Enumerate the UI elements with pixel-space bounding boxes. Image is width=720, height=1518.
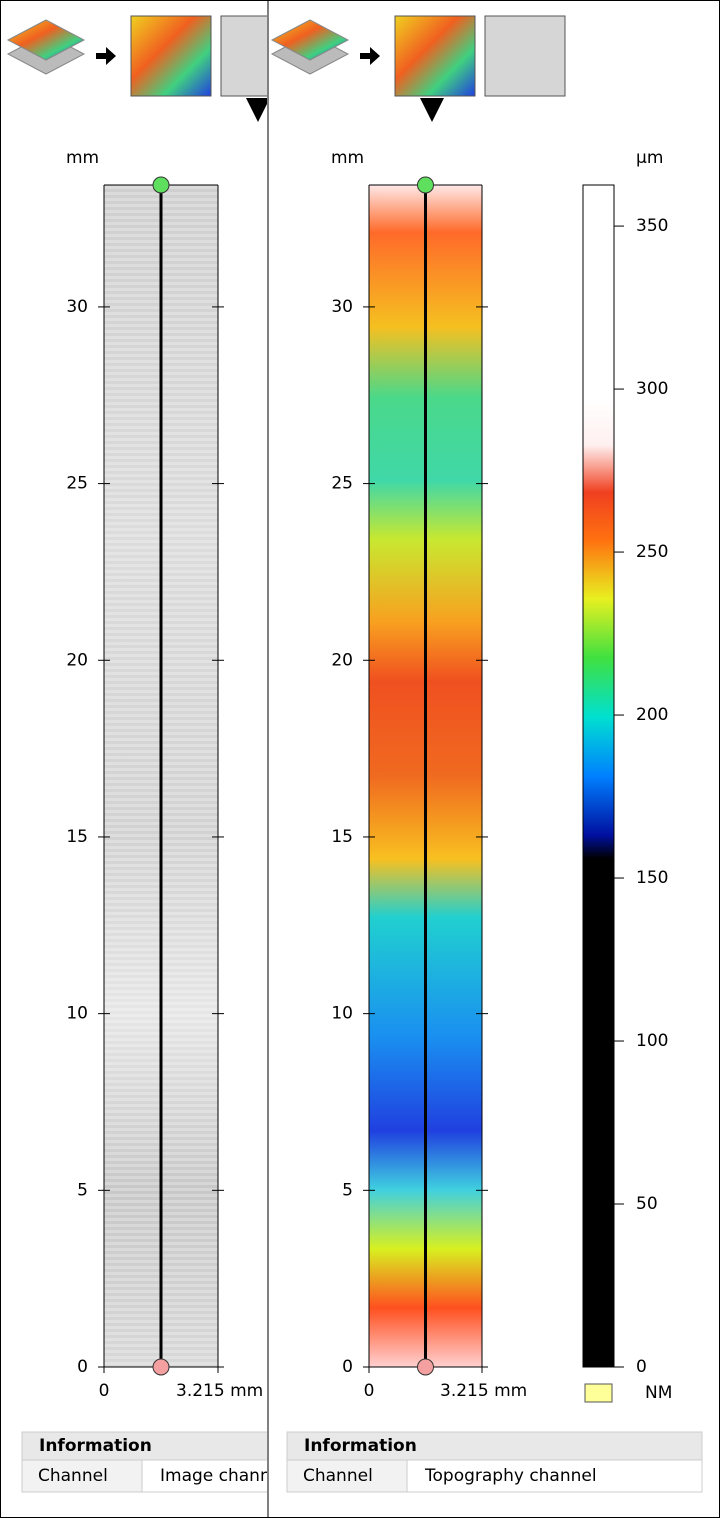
y-tick-label: 25 [66,474,88,494]
y-tick-label: 30 [66,297,88,317]
nm-label: NM [645,1383,672,1403]
profile-end [417,1358,434,1376]
image-thumb [484,15,566,97]
topo-thumb [394,15,476,97]
y-tick-label: 10 [331,1004,353,1024]
info-key-cell [286,1459,408,1493]
y-unit: mm [331,148,364,168]
profile-start [417,176,434,194]
colorbar-tick-label: 300 [636,379,668,399]
y-tick-label: 30 [331,297,353,317]
colorbar [582,184,615,1368]
info-cell: Topography channel [424,1466,597,1486]
layer-icon [6,19,86,61]
topo-thumb [130,15,212,97]
info-header [286,1431,703,1461]
y-tick-label: 20 [66,650,88,670]
y-unit: mm [66,148,99,168]
x-tick-label: 3.215 mm [440,1381,527,1401]
info-title: Information [304,1436,417,1456]
colorbar-tick-label: 100 [636,1031,668,1051]
selector-triangle [420,98,444,122]
profile-start [152,176,170,194]
selector-triangle [246,98,267,122]
y-tick-label: 10 [66,1004,88,1024]
panel-left: mm 0 5 10 15 20 25 30 0 3.215 mm Information Channe… [6,15,286,1493]
y-tick-label: 5 [77,1180,88,1200]
info-title: Information [39,1436,152,1456]
y-tick-label: 0 [77,1357,88,1377]
info-cell: Channel [38,1466,108,1486]
colorbar-tick-label: 150 [636,868,668,888]
y-tick-label: 5 [342,1180,353,1200]
nm-swatch [584,1383,613,1403]
colorbar-unit: μm [636,148,663,168]
layer-icon [270,19,350,61]
x-tick-label: 0 [99,1381,110,1401]
y-tick-label: 25 [331,474,353,494]
colorbar-tick-label: 350 [636,216,668,236]
colorbar-tick-label: 250 [636,542,668,562]
colorbar-tick-label: 50 [636,1194,658,1214]
image-thumb [220,15,267,97]
info-key-cell [21,1459,143,1493]
y-tick-label: 0 [342,1357,353,1377]
info-cell: Image channel [160,1466,286,1486]
info-header [21,1431,267,1461]
y-tick-label: 15 [66,827,88,847]
y-tick-label: 20 [331,650,353,670]
colorbar-tick-label: 0 [636,1357,647,1377]
x-tick-label: 3.215 mm [176,1381,263,1401]
y-tick-label: 15 [331,827,353,847]
info-cell: Channel [303,1466,373,1486]
x-tick-label: 0 [364,1381,375,1401]
arrow-icon [96,47,116,65]
profile-end [152,1358,170,1376]
colorbar-tick-label: 200 [636,705,668,725]
arrow-icon [360,47,380,65]
